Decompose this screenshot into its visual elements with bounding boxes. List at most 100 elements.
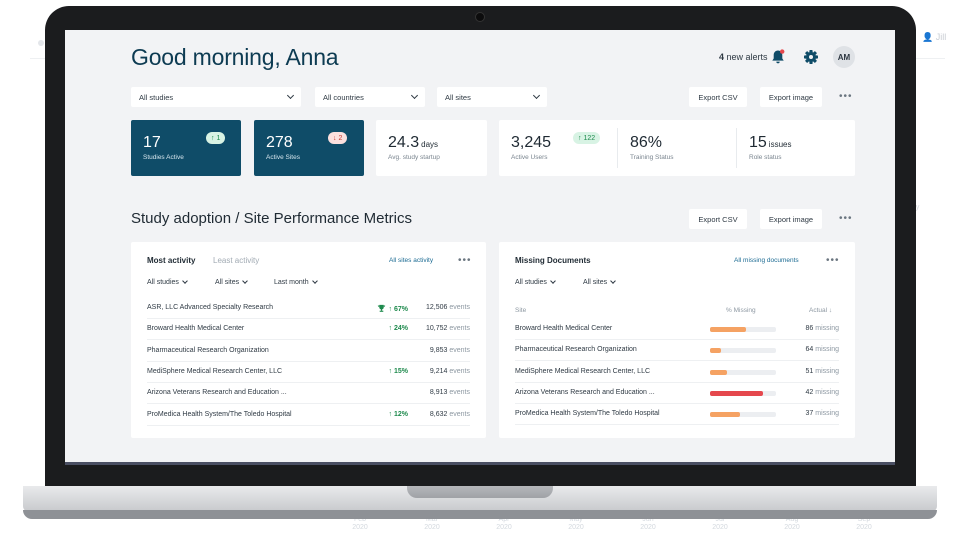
event-count: 9,214 events (430, 368, 470, 375)
table-row[interactable]: Broward Health Medical Center ↑ 24% 10,752… (147, 319, 470, 341)
kpi-value: 17 (143, 134, 161, 151)
background-x-tick: Apr 2020 (489, 516, 519, 532)
missing-unit: missing (815, 367, 839, 375)
tab-least-activity[interactable]: Least activity (213, 256, 260, 265)
kpi-study-startup[interactable]: 24.3 days Avg. study startup (376, 120, 487, 176)
section-export-image-button[interactable]: Export image (760, 209, 822, 229)
chevron-down-icon (532, 91, 541, 100)
background-x-tick: Sep 2020 (849, 516, 879, 532)
kpi-training-status[interactable]: 86% Training Status (618, 120, 736, 176)
studies-select[interactable]: All studies (131, 87, 301, 107)
kpi-divider (736, 128, 737, 168)
background-user: 👤 Jill (922, 32, 947, 42)
chevron-down-icon (286, 91, 295, 100)
kpi-active-users[interactable]: 3,245 Active Users ↑ 122 (499, 120, 617, 176)
table-row[interactable]: Pharmaceutical Research Organization 64 m… (515, 340, 839, 362)
site-name: ProMedica Health System/The Toledo Hospi… (147, 410, 292, 418)
sites-select[interactable]: All sites (437, 87, 547, 107)
chevron-down-icon (311, 278, 318, 284)
event-value: 10,752 (426, 325, 448, 333)
section-more-icon[interactable]: ••• (839, 213, 853, 224)
table-row[interactable]: ProMedica Health System/The Toledo Hospi… (515, 404, 839, 426)
missing-value: 64 (805, 346, 814, 354)
table-row[interactable]: ProMedica Health System/The Toledo Hospi… (147, 405, 470, 426)
missing-filter-studies[interactable]: All studies (515, 278, 556, 286)
activity-more-icon[interactable]: ••• (458, 255, 472, 266)
laptop-base-edge (23, 510, 937, 519)
kpi-value: 24.3 (388, 134, 420, 151)
kpi-value-wrap: 15 issues (749, 134, 791, 152)
missing-filter-sites[interactable]: All sites (583, 278, 616, 286)
tick-year: 2020 (424, 524, 440, 531)
export-image-button[interactable]: Export image (760, 87, 822, 107)
trend-badge: ↓ 2 (328, 132, 348, 144)
table-row[interactable]: Pharmaceutical Research Organization 9,85… (147, 341, 470, 362)
chevron-down-icon (410, 91, 419, 100)
avatar[interactable]: AM (833, 46, 855, 68)
kpi-label: Role status (749, 154, 782, 161)
site-name: Broward Health Medical Center (147, 325, 245, 333)
all-missing-documents-link[interactable]: All missing documents (734, 257, 799, 264)
kpi-label: Training Status (630, 154, 674, 161)
chevron-down-icon (610, 278, 616, 284)
event-value: 12,506 (426, 304, 448, 311)
arrow-up-icon: ↑ (211, 134, 215, 142)
chevron-down-icon (182, 278, 188, 284)
table-row[interactable]: Arizona Veterans Research and Education … (147, 383, 470, 405)
badge-value: 2 (338, 134, 343, 142)
activity-card: Most activity Least activity All sites a… (131, 242, 486, 438)
table-row[interactable]: Broward Health Medical Center 86 missing (515, 319, 839, 340)
alerts-text: new alerts (726, 52, 768, 62)
badge-value: 1 (216, 134, 221, 142)
table-row[interactable]: MediSphere Medical Research Center, LLC ↑… (147, 362, 470, 383)
gear-icon[interactable] (803, 49, 819, 65)
table-row[interactable]: MediSphere Medical Research Center, LLC 5… (515, 362, 839, 383)
kpi-unit: issues (768, 140, 792, 149)
event-value: 9,853 (429, 346, 448, 354)
event-value: 8,913 (429, 389, 448, 397)
tick-month: Aug (785, 516, 799, 523)
tab-most-activity[interactable]: Most activity (147, 256, 196, 265)
alerts-link[interactable]: 4 new alerts (719, 52, 768, 62)
event-count: 8,632 events (430, 411, 470, 418)
column-header-percent-missing[interactable]: % Missing (726, 307, 756, 314)
sites-select-value: All sites (445, 92, 471, 102)
missing-unit: missing (815, 346, 839, 354)
table-row[interactable]: ASR, LLC Advanced Specialty Research ↑ 67… (147, 298, 470, 319)
all-sites-activity-link[interactable]: All sites activity (389, 257, 434, 264)
missing-bar-track (710, 369, 776, 375)
table-row[interactable]: Arizona Veterans Research and Education … (515, 383, 839, 404)
countries-select[interactable]: All countries (315, 87, 425, 107)
tick-month: Feb (353, 516, 367, 523)
percent-value: 12% (393, 410, 408, 418)
missing-count: 42 missing (806, 389, 839, 396)
tick-year: 2020 (784, 524, 800, 531)
kpi-users-group: 3,245 Active Users ↑ 122 86% Training Sta… (499, 120, 855, 176)
missing-value: 86 (805, 325, 814, 332)
missing-more-icon[interactable]: ••• (826, 255, 840, 266)
activity-filter-studies[interactable]: All studies (147, 278, 188, 286)
bell-icon[interactable] (771, 49, 785, 65)
kpi-value: 15 (749, 134, 767, 151)
background-x-tick: Feb 2020 (345, 516, 375, 532)
missing-documents-card: Missing Documents All missing documents … (499, 242, 855, 438)
kpi-role-status[interactable]: 15 issues Role status (737, 120, 855, 176)
site-name: MediSphere Medical Research Center, LLC (515, 367, 651, 375)
missing-bar-fill (710, 412, 740, 418)
dashboard-screen: Good morning, Anna 4 new alerts AM All s… (65, 30, 895, 462)
kpi-active-sites[interactable]: 278 Active Sites ↓ 2 (254, 120, 364, 176)
export-csv-button[interactable]: Export CSV (689, 87, 747, 107)
activity-filter-period[interactable]: Last month (274, 278, 318, 286)
kpi-studies-active[interactable]: 17 Studies Active ↑ 1 (131, 120, 241, 176)
chevron-down-icon (242, 278, 248, 284)
greeting-title: Good morning, Anna (131, 44, 339, 70)
background-user-label: Jill (935, 32, 947, 42)
column-header-site: Site (515, 307, 527, 314)
column-header-actual[interactable]: Actual ↓ (809, 307, 833, 314)
activity-filter-sites[interactable]: All sites (215, 278, 248, 286)
event-unit: events (449, 389, 470, 397)
more-icon[interactable]: ••• (839, 91, 853, 102)
section-export-csv-button[interactable]: Export CSV (689, 209, 747, 229)
tick-year: 2020 (712, 524, 728, 531)
